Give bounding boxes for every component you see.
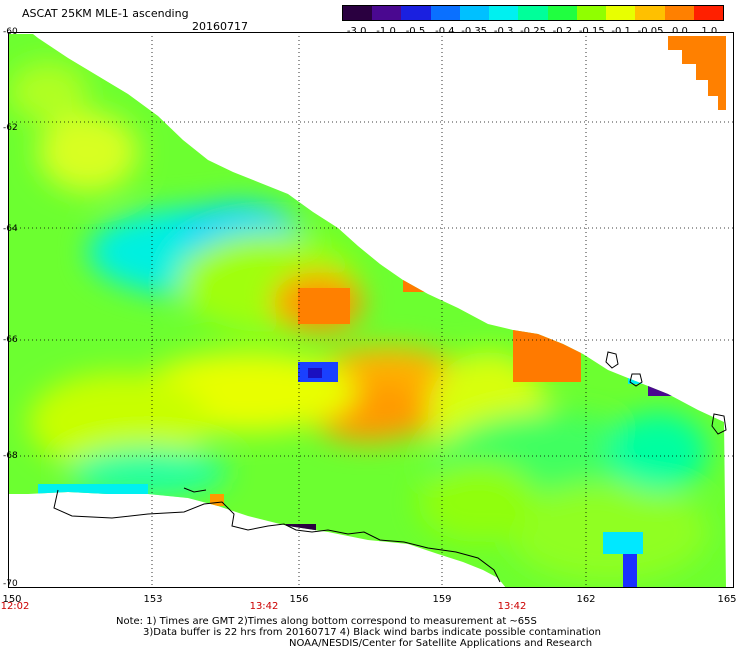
time-label: 13:42 [249, 601, 279, 612]
colorbar-tick-label: -0.5 [405, 26, 426, 37]
graticule [8, 32, 734, 588]
island [629, 373, 643, 387]
lon-label: 156 [289, 594, 309, 605]
lon-label: 153 [143, 594, 163, 605]
colorbar-tick-label: 1.0 [701, 26, 718, 37]
colorbar-tick-label: -0.25 [520, 26, 546, 37]
colorbar-swatch [343, 6, 373, 20]
lat-label: -62 [3, 123, 18, 133]
lat-label: -70 [3, 579, 18, 589]
colorbar-tick-label: -0.3 [493, 26, 514, 37]
colorbar-swatch [518, 6, 548, 20]
lon-label: 150 [2, 594, 22, 605]
colorbar-swatch [372, 6, 402, 20]
colorbar-swatch [547, 6, 577, 20]
colorbar-tick-label: 0.0 [671, 26, 688, 37]
colorbar-swatch [430, 6, 460, 20]
note-line-2: 3)Data buffer is 22 hrs from 20160717 4)… [143, 627, 601, 638]
lat-label: -66 [3, 335, 18, 345]
note-line-3: NOAA/NESDIS/Center for Satellite Applica… [289, 638, 593, 649]
colorbar-tick-label: -0.15 [578, 26, 605, 37]
colorbar-swatch [489, 6, 519, 20]
coastline-inlet [183, 487, 207, 493]
orange-corner-patch [668, 36, 726, 110]
colorbar-swatch [576, 6, 607, 20]
lat-label: -60 [3, 27, 18, 37]
coastline [53, 489, 501, 583]
lon-label: 162 [576, 594, 596, 605]
time-label: 13:42 [497, 601, 527, 612]
island [711, 413, 727, 435]
colorbar-swatch [401, 6, 431, 20]
colorbar [342, 5, 724, 21]
plot-frame [8, 32, 734, 588]
lat-label: -64 [3, 224, 18, 234]
map-plot [8, 32, 734, 588]
colorbar-tick-label: -0.4 [435, 26, 455, 37]
colorbar-swatch [635, 6, 665, 20]
lon-label: 165 [717, 594, 737, 605]
colorbar-tick-label: -1.0 [376, 26, 396, 37]
island [605, 351, 619, 369]
lat-label: -68 [3, 451, 18, 461]
time-label: 12:02 [0, 601, 30, 612]
colorbar-swatch [693, 6, 724, 20]
chart-title: ASCAT 25KM MLE-1 ascending [22, 7, 189, 20]
colorbar-tick-label: -0.05 [637, 26, 664, 37]
colorbar-swatch [606, 6, 636, 20]
colorbar-tick-label: -3.0 [346, 26, 367, 37]
colorbar-swatch [459, 6, 490, 20]
note-line-1: Note: 1) Times are GMT 2)Times along bot… [116, 616, 537, 627]
colorbar-swatch [664, 6, 694, 20]
colorbar-tick-label: -0.2 [552, 26, 573, 37]
lon-label: 159 [432, 594, 452, 605]
colorbar-tick-label: -0.35 [461, 26, 488, 37]
colorbar-tick-label: -0.1 [611, 26, 631, 37]
chart-date: 20160717 [192, 20, 248, 33]
